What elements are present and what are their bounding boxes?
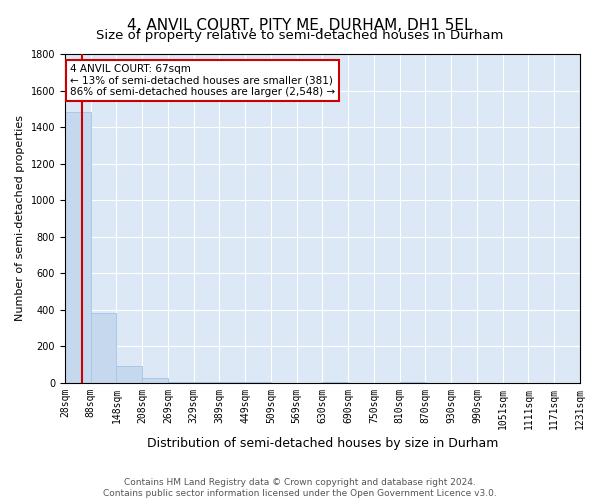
Bar [65, 112, 91, 382]
Text: Contains HM Land Registry data © Crown copyright and database right 2024.
Contai: Contains HM Land Registry data © Crown c… [103, 478, 497, 498]
X-axis label: Distribution of semi-detached houses by size in Durham: Distribution of semi-detached houses by … [147, 437, 498, 450]
Bar [116, 366, 142, 382]
Text: 4, ANVIL COURT, PITY ME, DURHAM, DH1 5EL: 4, ANVIL COURT, PITY ME, DURHAM, DH1 5EL [127, 18, 473, 32]
Text: Size of property relative to semi-detached houses in Durham: Size of property relative to semi-detach… [97, 29, 503, 42]
Bar [91, 313, 116, 382]
Y-axis label: Number of semi-detached properties: Number of semi-detached properties [15, 116, 25, 322]
Bar [142, 378, 168, 382]
Text: 4 ANVIL COURT: 67sqm
← 13% of semi-detached houses are smaller (381)
86% of semi: 4 ANVIL COURT: 67sqm ← 13% of semi-detac… [70, 64, 335, 97]
